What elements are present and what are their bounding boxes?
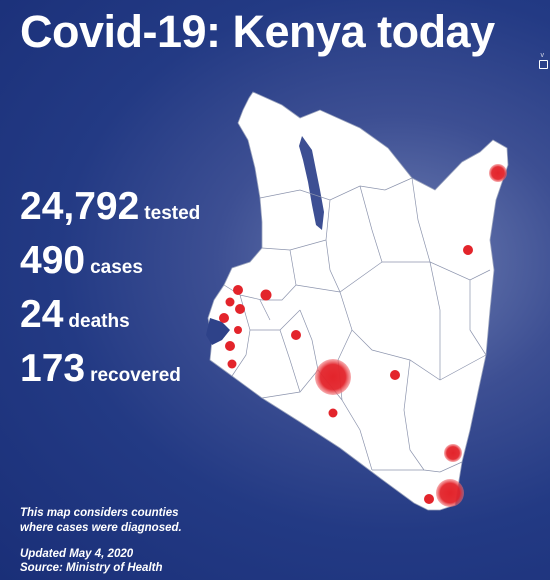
lake-victoria bbox=[206, 318, 230, 345]
case-marker bbox=[444, 444, 462, 462]
stat-label: cases bbox=[90, 257, 143, 278]
source-text: Source: Ministry of Health bbox=[20, 562, 163, 574]
case-marker bbox=[315, 359, 351, 395]
stat-deaths: 24 deaths bbox=[20, 293, 200, 347]
kenya-outline bbox=[207, 91, 509, 511]
edge-mark: v bbox=[540, 52, 545, 59]
map-note-line: where cases were diagnosed. bbox=[20, 522, 182, 534]
stat-recovered: 173 recovered bbox=[20, 347, 200, 401]
case-marker bbox=[219, 313, 229, 323]
stats-panel: 24,792 tested 490 cases 24 deaths 173 recove… bbox=[20, 185, 200, 401]
stat-value: 24 bbox=[20, 293, 64, 336]
case-marker bbox=[463, 245, 473, 255]
stat-tested: 24,792 tested bbox=[20, 185, 200, 239]
stat-value: 490 bbox=[20, 239, 86, 282]
lake-turkana bbox=[299, 136, 324, 230]
county-borders bbox=[223, 177, 491, 473]
map-note: This map considers counties where cases … bbox=[20, 506, 220, 536]
case-marker bbox=[424, 494, 434, 504]
case-marker bbox=[328, 408, 338, 418]
case-marker bbox=[390, 370, 400, 380]
case-marker bbox=[235, 304, 245, 314]
stat-label: deaths bbox=[68, 311, 130, 332]
case-markers bbox=[219, 164, 507, 507]
stat-label: tested bbox=[144, 203, 201, 224]
page-title: Covid-19: Kenya today bbox=[20, 6, 495, 57]
map-note-line: This map considers counties bbox=[20, 507, 179, 519]
stat-value: 173 bbox=[20, 347, 86, 390]
stat-cases: 490 cases bbox=[20, 239, 200, 293]
stat-label: recovered bbox=[90, 365, 181, 386]
case-marker bbox=[260, 289, 272, 301]
case-marker bbox=[489, 164, 507, 182]
case-marker bbox=[225, 341, 235, 351]
case-marker bbox=[291, 330, 301, 340]
case-marker bbox=[225, 297, 235, 307]
case-marker bbox=[234, 326, 242, 334]
update-info: Updated May 4, 2020 Source: Ministry of … bbox=[20, 547, 163, 575]
updated-date: Updated May 4, 2020 bbox=[20, 548, 134, 560]
case-marker bbox=[233, 285, 243, 295]
edge-box-icon bbox=[539, 60, 548, 69]
case-marker bbox=[227, 359, 237, 369]
case-marker bbox=[436, 479, 464, 507]
stat-value: 24,792 bbox=[20, 185, 140, 228]
